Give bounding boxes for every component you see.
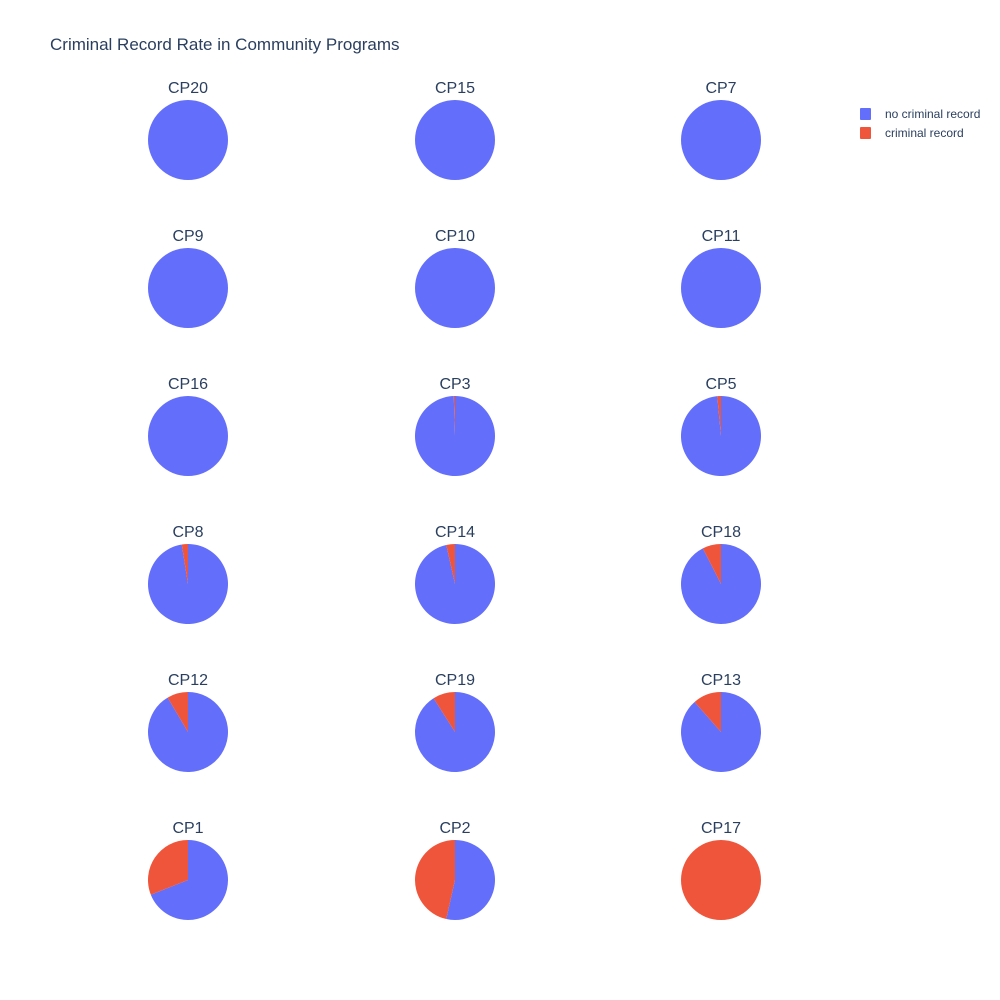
- pie-title: CP19: [435, 672, 475, 689]
- pie-CP10: CP10: [415, 228, 495, 328]
- pie-slice-criminal-record[interactable]: [681, 840, 761, 920]
- pie-slice-no-criminal-record[interactable]: [681, 100, 761, 180]
- pie-slice-criminal-record[interactable]: [181, 544, 188, 584]
- pie-slice-no-criminal-record[interactable]: [414, 692, 495, 772]
- pie-CP16: CP16: [148, 376, 228, 476]
- pie-CP14: CP14: [414, 524, 495, 624]
- pie-slice-criminal-record[interactable]: [702, 544, 721, 584]
- legend-swatch: [860, 108, 871, 120]
- pie-title: CP12: [168, 672, 208, 689]
- pie-slice-no-criminal-record[interactable]: [414, 396, 495, 477]
- pie-CP11: CP11: [681, 228, 761, 328]
- pie-CP17: CP17: [681, 820, 761, 920]
- legend: no criminal record criminal record: [860, 107, 980, 140]
- pie-slice-no-criminal-record[interactable]: [150, 840, 229, 920]
- pie-slice-criminal-record[interactable]: [694, 692, 721, 732]
- pie-title: CP9: [172, 228, 203, 245]
- pie-slice-no-criminal-record[interactable]: [680, 396, 761, 477]
- legend-label: criminal record: [885, 126, 964, 140]
- pie-title: CP3: [439, 376, 470, 393]
- pie-title: CP15: [435, 80, 475, 97]
- pie-CP12: CP12: [147, 672, 228, 772]
- pie-title: CP10: [435, 228, 475, 245]
- pie-slice-no-criminal-record[interactable]: [414, 544, 495, 624]
- pie-title: CP20: [168, 80, 208, 97]
- legend-swatch: [860, 127, 871, 139]
- pie-CP7: CP7: [681, 80, 761, 180]
- pie-slice-no-criminal-record[interactable]: [415, 100, 495, 180]
- pie-slice-criminal-record[interactable]: [148, 840, 188, 895]
- pie-slice-no-criminal-record[interactable]: [148, 100, 228, 180]
- pie-slice-no-criminal-record[interactable]: [681, 248, 761, 328]
- pie-title: CP1: [172, 820, 203, 837]
- pie-slice-criminal-record[interactable]: [167, 692, 188, 732]
- pie-slice-no-criminal-record[interactable]: [446, 840, 495, 920]
- pie-title: CP14: [435, 524, 475, 541]
- pie-slice-no-criminal-record[interactable]: [147, 692, 228, 772]
- pie-slice-no-criminal-record[interactable]: [680, 692, 761, 773]
- pie-CP13: CP13: [680, 672, 761, 773]
- pie-slice-criminal-record[interactable]: [717, 396, 721, 436]
- pie-slice-criminal-record[interactable]: [453, 396, 455, 436]
- pie-slice-no-criminal-record[interactable]: [148, 396, 228, 476]
- pie-CP8: CP8: [148, 524, 229, 624]
- legend-item[interactable]: no criminal record: [860, 107, 980, 121]
- pie-title: CP11: [702, 228, 741, 245]
- pie-slice-no-criminal-record[interactable]: [148, 248, 228, 328]
- pie-title: CP8: [172, 524, 203, 541]
- pie-slice-criminal-record[interactable]: [433, 692, 455, 732]
- pie-title: CP13: [701, 672, 741, 689]
- pies-group: CP20 CP15 CP7 CP9 CP10 CP11 CP16 CP3 CP5 CP8 CP14 C…: [147, 80, 761, 920]
- pie-slice-criminal-record[interactable]: [414, 840, 455, 920]
- pie-CP18: CP18: [680, 524, 761, 624]
- pie-CP9: CP9: [148, 228, 228, 328]
- pie-slice-no-criminal-record[interactable]: [148, 544, 229, 624]
- pie-title: CP2: [439, 820, 470, 837]
- pie-CP1: CP1: [148, 820, 229, 920]
- pie-slice-no-criminal-record[interactable]: [415, 248, 495, 328]
- pie-CP20: CP20: [148, 80, 228, 180]
- legend-item[interactable]: criminal record: [860, 126, 964, 140]
- pie-CP3: CP3: [414, 376, 495, 477]
- pie-title: CP16: [168, 376, 208, 393]
- pie-title: CP5: [705, 376, 736, 393]
- pie-slice-criminal-record[interactable]: [446, 544, 455, 584]
- pie-title: CP18: [701, 524, 741, 541]
- pie-title: CP7: [705, 80, 736, 97]
- pie-CP5: CP5: [680, 376, 761, 477]
- pie-title: CP17: [701, 820, 741, 837]
- legend-label: no criminal record: [885, 107, 980, 121]
- pie-CP15: CP15: [415, 80, 495, 180]
- pie-CP19: CP19: [414, 672, 495, 772]
- chart-title: Criminal Record Rate in Community Progra…: [50, 35, 400, 54]
- pie-CP2: CP2: [414, 820, 495, 920]
